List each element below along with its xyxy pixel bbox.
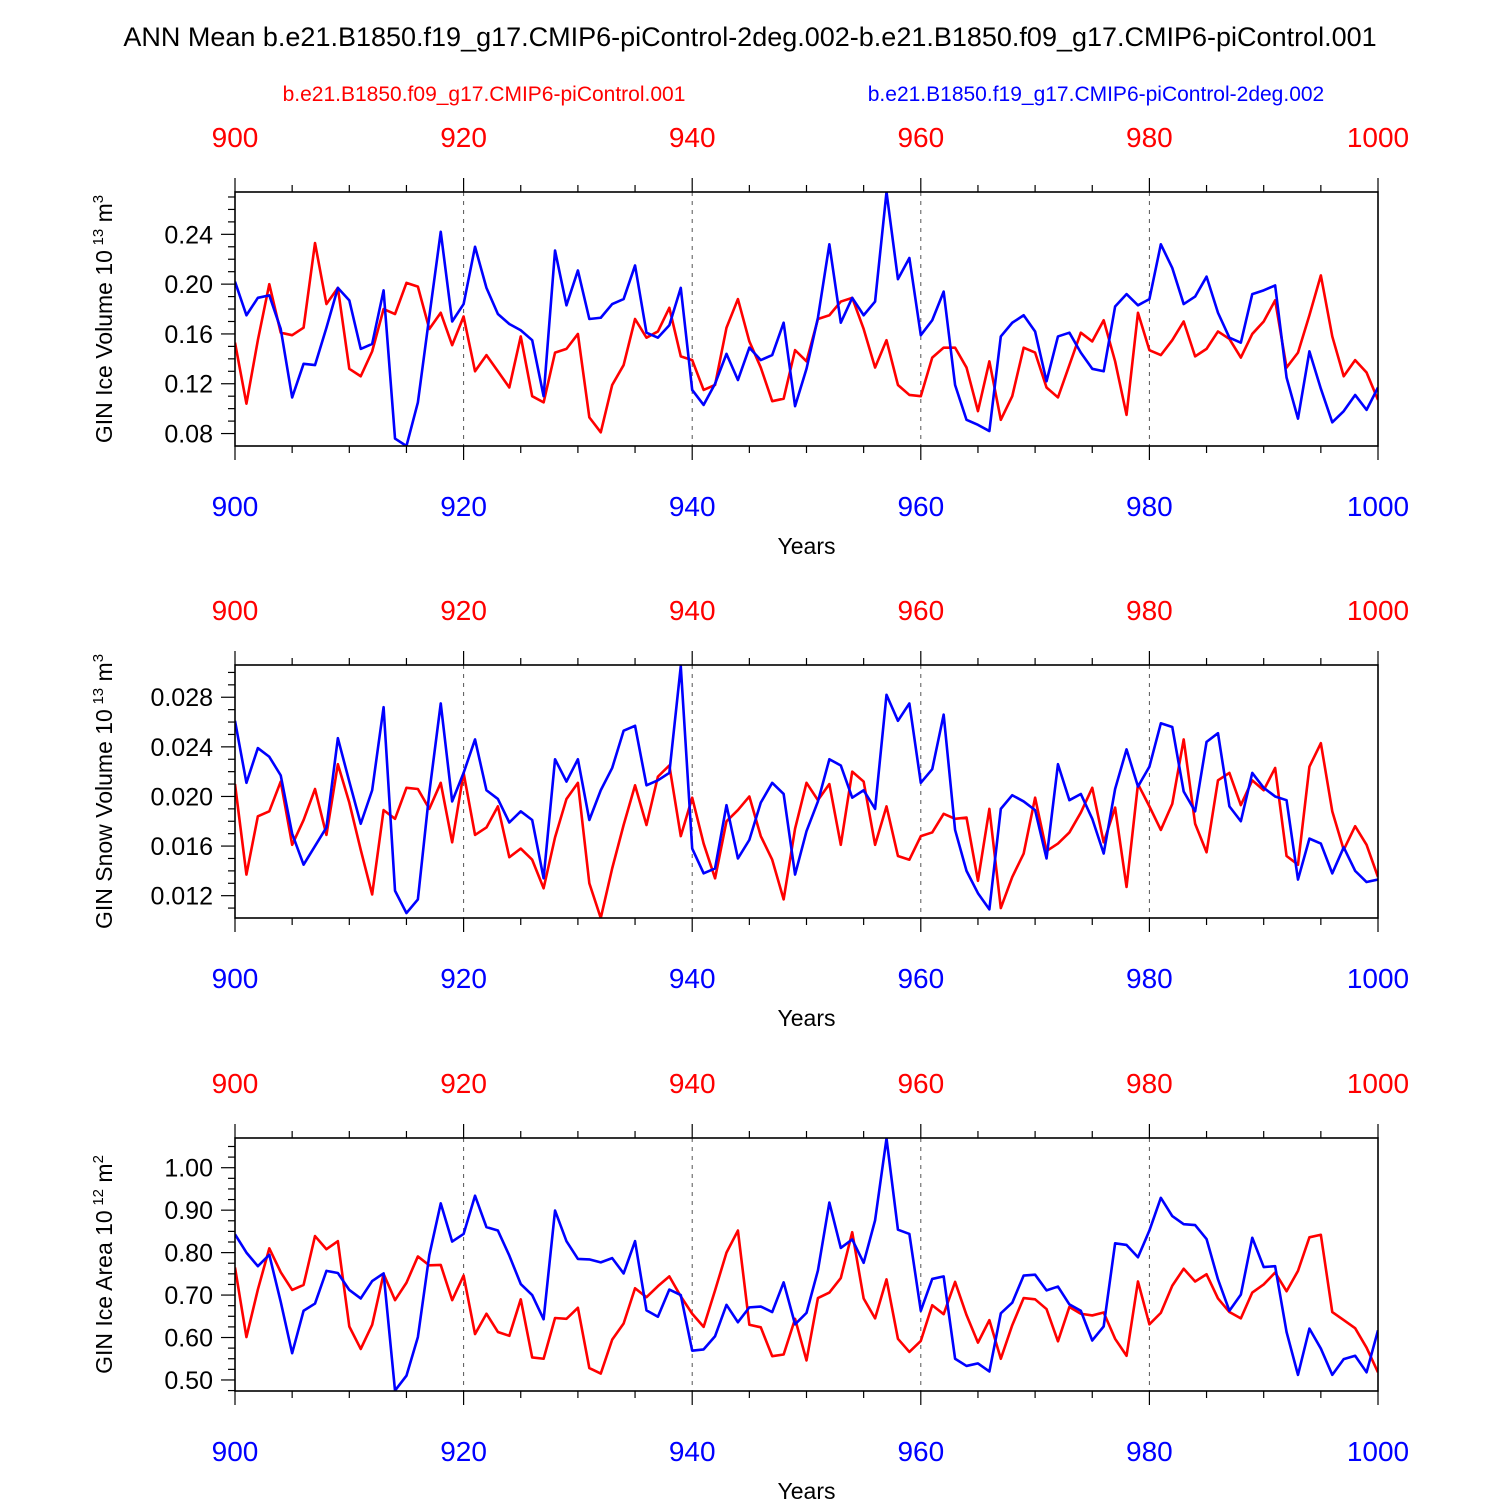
x-tick-label-bottom: 940 [669,1436,716,1467]
y-axis-label-part: GIN Ice Area 10 [91,1206,117,1374]
y-axis-label: GIN Snow Volume 10 13 m3 [90,654,117,929]
y-tick-label: 0.028 [150,684,213,712]
y-tick-label: 0.24 [164,221,213,249]
y-axis-label-part: 12 [90,1189,107,1206]
x-tick-label-top: 920 [440,122,487,153]
x-tick-label-bottom: 980 [1126,963,1173,994]
x-tick-label-bottom: 940 [669,963,716,994]
x-tick-label-bottom: 900 [212,491,259,522]
x-tick-label-bottom: 1000 [1347,1436,1409,1467]
y-tick-label: 0.024 [150,734,213,762]
y-axis-label-part: m [91,1163,117,1189]
x-tick-label-top: 1000 [1347,1068,1409,1099]
y-tick-label: 0.08 [164,421,213,449]
x-tick-label-top: 900 [212,595,259,626]
series-line-blue [235,1138,1378,1391]
y-axis-label-part: 13 [90,688,107,705]
y-axis-label-part: m [91,662,117,688]
y-axis-label-part: 3 [90,654,107,662]
x-tick-label-bottom: 980 [1126,491,1173,522]
legend-entry-red: b.e21.B1850.f09_g17.CMIP6-piControl.001 [283,83,686,106]
y-tick-label: 0.16 [164,321,213,349]
y-tick-label: 0.016 [150,833,213,861]
y-tick-label: 0.20 [164,271,213,299]
x-tick-label-top: 960 [897,122,944,153]
y-tick-label: 0.60 [164,1325,213,1353]
series-line-red [235,241,1378,434]
series-line-red [235,1229,1378,1375]
x-tick-label-top: 920 [440,1068,487,1099]
series-line-red [235,738,1378,918]
plot-frame [234,191,1379,447]
panel-snow-volume: 0.012 0.016 0.020 0.024 0.028 900 900 920 920 940… [90,595,1409,1031]
x-tick-label-bottom: 960 [897,491,944,522]
x-tick-label-top: 960 [897,595,944,626]
y-axis-label: GIN Ice Area 10 12 m2 [90,1155,117,1374]
x-axis-label: Years [778,533,836,559]
y-tick-label: 0.80 [164,1240,213,1268]
x-tick-label-bottom: 1000 [1347,963,1409,994]
panel-ice-area: 0.50 0.60 0.70 0.80 0.90 1.00 900 900 920 920 940 9… [90,1068,1409,1500]
y-tick-label: 0.50 [164,1367,213,1395]
x-tick-label-bottom: 920 [440,1436,487,1467]
y-tick-label: 1.00 [164,1155,213,1183]
y-tick-label: 0.70 [164,1282,213,1310]
y-axis-label-part: 13 [90,229,107,246]
y-axis-label: GIN Ice Volume 10 13 m3 [90,195,117,443]
y-axis-label-part: m [91,203,117,229]
legend-entry-blue: b.e21.B1850.f19_g17.CMIP6-piControl-2deg… [868,83,1324,106]
plot-frame [234,664,1379,919]
y-tick-label: 0.12 [164,371,213,399]
x-tick-label-top: 980 [1126,1068,1173,1099]
x-tick-label-bottom: 920 [440,491,487,522]
panel-ice-volume: 0.08 0.12 0.16 0.20 0.24 900 900 920 920 940 940 96… [90,122,1409,559]
x-tick-label-bottom: 920 [440,963,487,994]
x-tick-label-bottom: 900 [212,963,259,994]
x-axis-label: Years [778,1478,836,1500]
y-axis-label-part: GIN Ice Volume 10 [91,245,117,443]
y-tick-label: 0.90 [164,1197,213,1225]
series-line-blue [235,192,1378,446]
x-tick-label-bottom: 1000 [1347,491,1409,522]
x-tick-label-top: 1000 [1347,122,1409,153]
x-tick-label-bottom: 960 [897,963,944,994]
plot-frame [234,1137,1379,1392]
x-axis-label: Years [778,1005,836,1031]
x-tick-label-top: 900 [212,1068,259,1099]
y-tick-label: 0.020 [150,783,213,811]
y-axis-label-part: 2 [90,1155,107,1163]
y-tick-label: 0.012 [150,883,213,911]
x-tick-label-top: 960 [897,1068,944,1099]
x-tick-label-top: 940 [669,595,716,626]
figure-title: ANN Mean b.e21.B1850.f19_g17.CMIP6-piCon… [123,22,1376,52]
x-tick-label-top: 1000 [1347,595,1409,626]
y-axis-label-part: GIN Snow Volume 10 [91,705,117,930]
x-tick-label-top: 940 [669,1068,716,1099]
series-line-blue [235,665,1378,915]
x-tick-label-top: 940 [669,122,716,153]
x-tick-label-top: 980 [1126,122,1173,153]
x-tick-label-bottom: 960 [897,1436,944,1467]
x-tick-label-top: 920 [440,595,487,626]
y-axis-label-part: 3 [90,195,107,203]
x-tick-label-top: 980 [1126,595,1173,626]
x-tick-label-bottom: 940 [669,491,716,522]
x-tick-label-bottom: 980 [1126,1436,1173,1467]
x-tick-label-top: 900 [212,122,259,153]
x-tick-label-bottom: 900 [212,1436,259,1467]
